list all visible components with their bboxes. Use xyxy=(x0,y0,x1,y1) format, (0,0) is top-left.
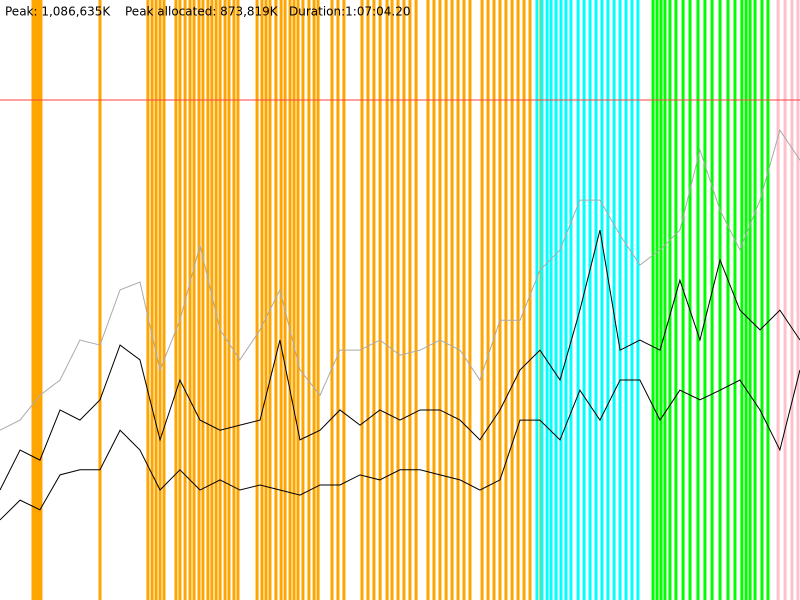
series xyxy=(0,99,800,521)
series-line xyxy=(0,229,800,491)
series-line xyxy=(0,129,800,431)
event-bands xyxy=(31,0,800,600)
peak-allocated-label: Peak allocated: 873,819K xyxy=(125,5,279,19)
duration-label: Duration:1:07:04.20 xyxy=(289,5,411,19)
series-line xyxy=(0,369,800,521)
peak-label: Peak: 1,086,635K xyxy=(5,5,111,19)
